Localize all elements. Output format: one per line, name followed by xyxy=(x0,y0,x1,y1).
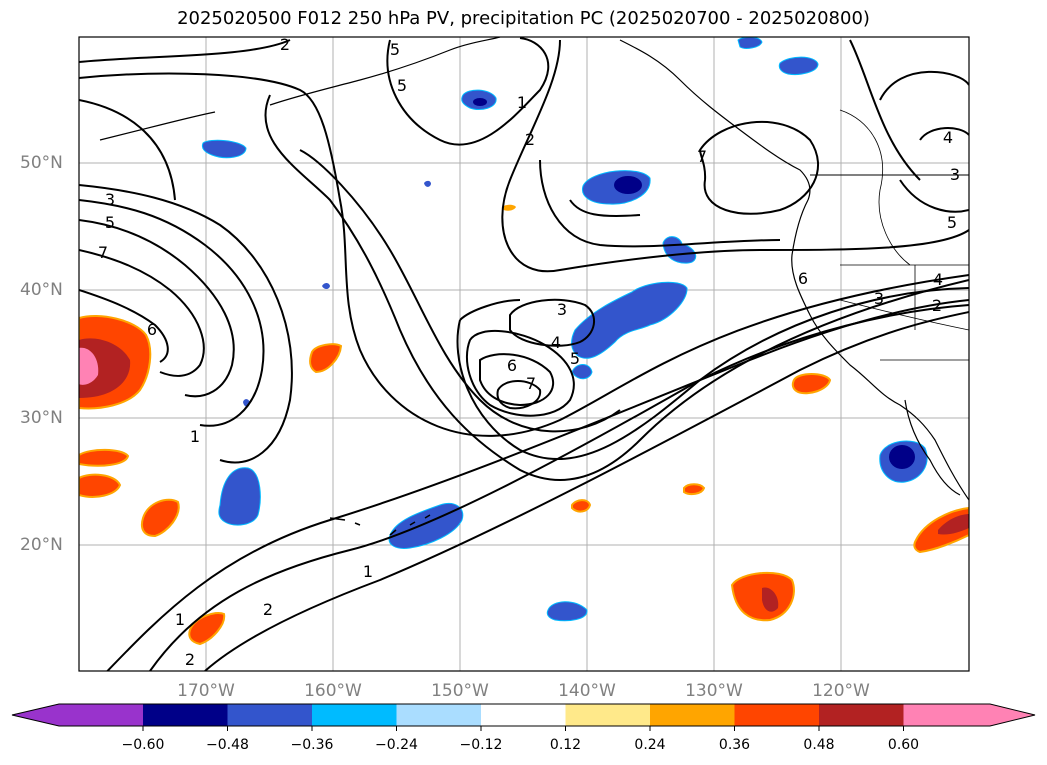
contour-label: 2 xyxy=(185,650,195,669)
colorbar-bin xyxy=(650,704,735,726)
contour-label: 3 xyxy=(105,190,115,209)
lat-label: 20°N xyxy=(20,535,63,555)
colorbar-tick-label: −0.24 xyxy=(375,737,418,753)
map-title: 2025020500 F012 250 hPa PV, precipitatio… xyxy=(177,8,870,29)
colorbar-bin xyxy=(734,704,819,726)
lat-label: 50°N xyxy=(20,153,63,173)
contour-label: 5 xyxy=(397,76,407,95)
colorbar-bin xyxy=(396,704,481,726)
contour-label: 6 xyxy=(147,320,157,339)
contour-label: 1 xyxy=(175,610,185,629)
contour-label: 5 xyxy=(390,40,400,59)
colorbar xyxy=(11,703,1036,731)
lon-label: 160°W xyxy=(304,681,362,701)
coastlines xyxy=(99,37,969,536)
lat-label: 30°N xyxy=(20,408,63,428)
contour-label: 4 xyxy=(551,333,561,352)
lat-label: 40°N xyxy=(20,280,63,300)
colorbar-tick-label: 0.60 xyxy=(887,737,920,753)
colorbar-tick-label: −0.48 xyxy=(206,737,249,753)
contour-label: 3 xyxy=(557,300,567,319)
precip-positive-areas xyxy=(79,204,969,646)
lon-label: 170°W xyxy=(177,681,235,701)
colorbar-tick-label: −0.36 xyxy=(290,737,334,753)
colorbar-bin xyxy=(481,704,566,726)
pv-contours xyxy=(79,37,969,671)
map-border xyxy=(78,36,970,672)
contour-label: 2 xyxy=(263,600,273,619)
precip-negative-areas xyxy=(201,37,928,622)
colorbar-tick-label: −0.60 xyxy=(121,737,165,753)
contour-label: 1 xyxy=(190,427,200,446)
contour-label: 5 xyxy=(947,213,957,232)
colorbar-tick-label: 0.24 xyxy=(634,737,666,753)
contour-label: 4 xyxy=(933,270,943,289)
colorbar-tick-label: 0.12 xyxy=(549,737,582,753)
contour-label: 5 xyxy=(105,213,115,232)
lon-label: 120°W xyxy=(812,681,870,701)
contour-label: 1 xyxy=(363,562,373,581)
colorbar-bin xyxy=(227,704,312,726)
colorbar-tick-label: 0.36 xyxy=(718,737,751,753)
contour-label: 2 xyxy=(932,296,942,315)
contour-label: 7 xyxy=(697,147,707,166)
contour-label: 4 xyxy=(943,128,953,147)
contour-label: 7 xyxy=(526,374,536,393)
contour-label: 2 xyxy=(280,35,290,54)
lon-label: 130°W xyxy=(685,681,743,701)
lon-label: 140°W xyxy=(558,681,616,701)
contour-label: 1 xyxy=(517,93,527,112)
lon-label: 150°W xyxy=(431,681,489,701)
colorbar-tick-label: −0.12 xyxy=(459,737,503,753)
contour-label: 6 xyxy=(507,356,517,375)
contour-label: 3 xyxy=(874,289,884,308)
contour-labels: 2 5 5 1 2 3 5 7 6 1 3 4 5 6 7 1 2 1 2 7 … xyxy=(98,35,960,669)
colorbar-tick-label: 0.48 xyxy=(803,737,835,753)
colorbar-bin xyxy=(143,704,228,726)
colorbar-bin xyxy=(565,704,650,726)
colorbar-extend-high xyxy=(903,704,1035,726)
contour-label: 7 xyxy=(98,243,108,262)
colorbar-extend-low xyxy=(12,704,143,726)
contour-label: 5 xyxy=(570,349,580,368)
contour-label: 2 xyxy=(525,130,535,149)
colorbar-bin xyxy=(819,704,904,726)
contour-label: 3 xyxy=(950,165,960,184)
colorbar-bin xyxy=(312,704,397,726)
contour-label: 6 xyxy=(798,269,808,288)
